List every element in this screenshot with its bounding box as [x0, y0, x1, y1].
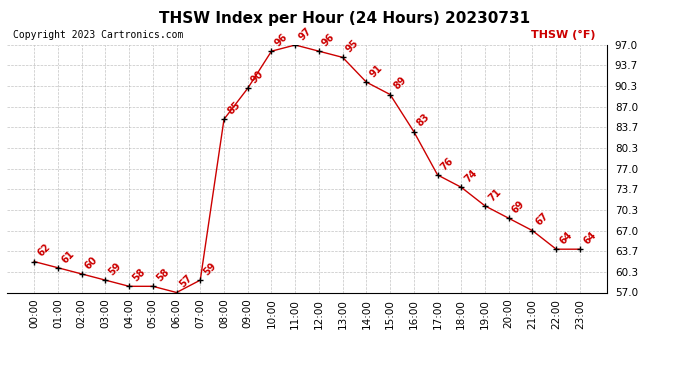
- Text: 96: 96: [320, 32, 337, 48]
- Text: 76: 76: [439, 156, 455, 172]
- Text: 69: 69: [510, 199, 526, 216]
- Text: Copyright 2023 Cartronics.com: Copyright 2023 Cartronics.com: [13, 30, 184, 40]
- Text: 97: 97: [297, 26, 313, 42]
- Text: 59: 59: [107, 261, 124, 278]
- Text: 90: 90: [249, 69, 266, 86]
- Text: 74: 74: [463, 168, 480, 184]
- Text: 89: 89: [391, 75, 408, 92]
- Text: 95: 95: [344, 38, 361, 55]
- Text: 58: 58: [154, 267, 171, 284]
- Text: 59: 59: [201, 261, 218, 278]
- Text: THSW (°F): THSW (°F): [531, 30, 595, 40]
- Text: 91: 91: [368, 63, 384, 80]
- Text: 64: 64: [581, 230, 598, 246]
- Text: 64: 64: [558, 230, 574, 246]
- Text: 62: 62: [36, 242, 52, 259]
- Text: 61: 61: [59, 248, 76, 265]
- Text: THSW Index per Hour (24 Hours) 20230731: THSW Index per Hour (24 Hours) 20230731: [159, 11, 531, 26]
- Text: 85: 85: [226, 100, 242, 117]
- Text: 83: 83: [415, 112, 432, 129]
- Text: 58: 58: [130, 267, 147, 284]
- Text: 96: 96: [273, 32, 290, 48]
- Text: 71: 71: [486, 186, 503, 203]
- Text: 67: 67: [534, 211, 551, 228]
- Text: 60: 60: [83, 255, 99, 271]
- Text: 57: 57: [178, 273, 195, 290]
